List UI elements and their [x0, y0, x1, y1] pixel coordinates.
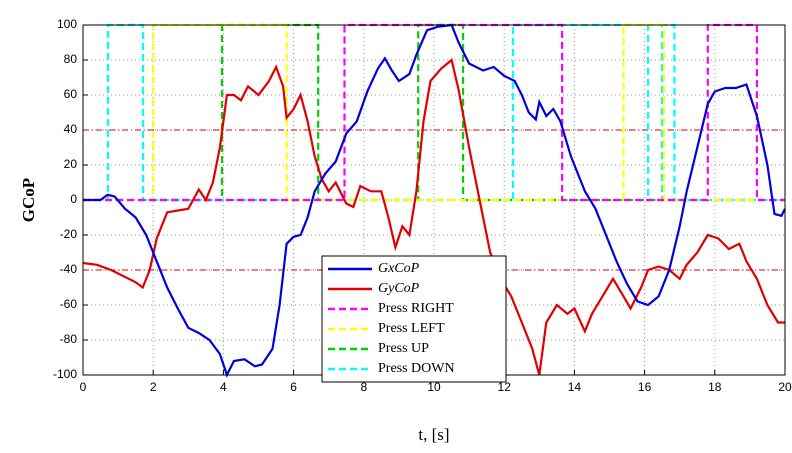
x-axis-label: t, [s]: [418, 425, 449, 444]
y-tick-label: -40: [60, 262, 78, 276]
series-line: [83, 23, 785, 202]
x-tick-label: 14: [568, 380, 582, 394]
legend-label: GxCoP: [378, 261, 420, 276]
legend-box: [321, 255, 507, 383]
legend-label: Press DOWN: [378, 361, 455, 376]
series-line: [82, 58, 785, 376]
y-tick-label: 20: [64, 157, 78, 171]
y-tick-label: -100: [53, 367, 77, 381]
x-tick-label: 8: [360, 380, 367, 394]
x-tick-label: 20: [778, 380, 792, 394]
legend-label: GyCoP: [378, 281, 420, 296]
x-tick-label: 2: [150, 380, 157, 394]
x-tick-label: 12: [498, 380, 512, 394]
y-tick-label: 40: [64, 122, 78, 136]
x-tick-label: 16: [638, 380, 652, 394]
y-tick-label: 60: [64, 87, 78, 101]
y-tick-label: 80: [64, 52, 78, 66]
series-line: [83, 23, 786, 378]
x-tick-label: 0: [80, 380, 87, 394]
x-tick-label: 4: [220, 380, 227, 394]
x-tick-label: 10: [427, 380, 441, 394]
y-tick-label: 0: [70, 192, 77, 206]
y-tick-label: -80: [60, 332, 78, 346]
x-tick-label: 6: [290, 380, 297, 394]
x-tick-label: 18: [708, 380, 722, 394]
legend-label: Press UP: [378, 341, 429, 356]
y-tick-label: -20: [60, 227, 78, 241]
y-axis-label: GCoP: [19, 178, 38, 222]
legend-label: Press LEFT: [378, 321, 445, 336]
legend-label: Press RIGHT: [378, 301, 454, 316]
y-tick-label: -60: [60, 297, 78, 311]
y-tick-label: 100: [57, 17, 77, 31]
